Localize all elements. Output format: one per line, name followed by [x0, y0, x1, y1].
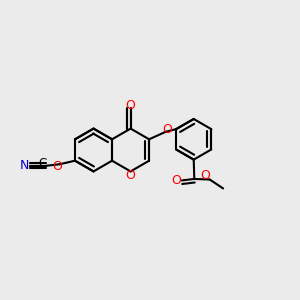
Text: O: O [52, 160, 62, 173]
Text: N: N [20, 159, 29, 172]
Text: C: C [38, 158, 47, 170]
Text: O: O [126, 169, 136, 182]
Text: O: O [200, 169, 210, 182]
Text: O: O [162, 123, 172, 136]
Text: O: O [126, 99, 136, 112]
Text: O: O [172, 174, 182, 187]
